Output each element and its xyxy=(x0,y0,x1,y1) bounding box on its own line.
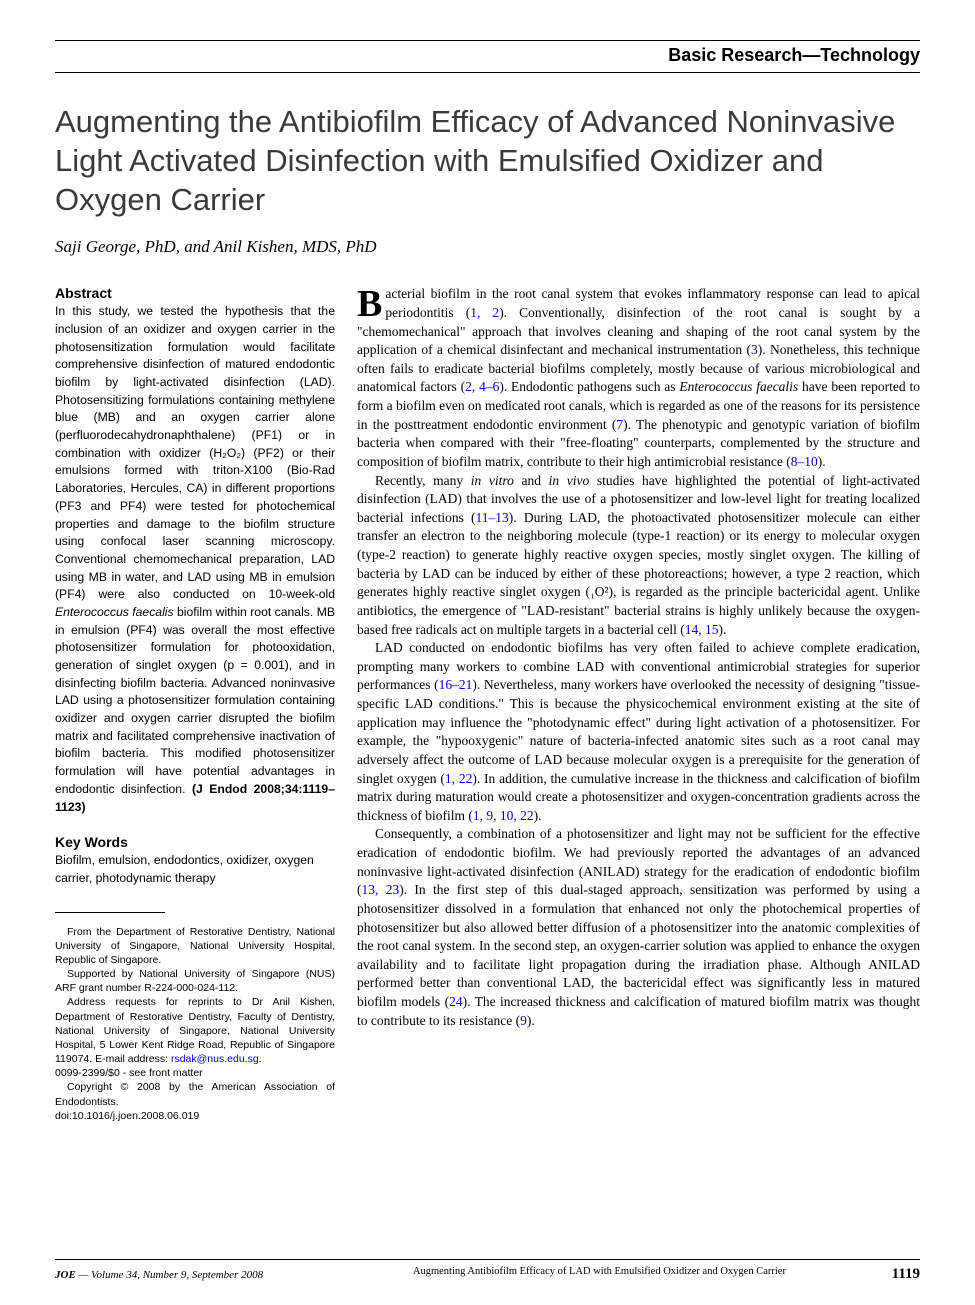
body-paragraph-4: Consequently, a combination of a photose… xyxy=(357,825,920,1030)
left-column: Abstract In this study, we tested the hy… xyxy=(55,285,335,1123)
page-footer: JOE — Volume 34, Number 9, September 200… xyxy=(55,1259,920,1283)
article-title: Augmenting the Antibiofilm Efficacy of A… xyxy=(55,103,920,219)
footer-page-number: 1119 xyxy=(892,1266,920,1283)
right-column: Bacterial biofilm in the root canal syst… xyxy=(357,285,920,1123)
footer-running-title: Augmenting Antibiofilm Efficacy of LAD w… xyxy=(413,1266,786,1277)
two-column-layout: Abstract In this study, we tested the hy… xyxy=(55,285,920,1123)
footnote-email-link[interactable]: rsdak@nus.edu.sg xyxy=(171,1053,259,1065)
footer-journal-abbrev: JOE xyxy=(55,1269,76,1281)
footnote-support: Supported by National University of Sing… xyxy=(55,967,335,995)
dropcap: B xyxy=(357,285,385,320)
footnote-issn: 0099-2399/$0 - see front matter xyxy=(55,1066,335,1080)
footnote-doi: doi:10.1016/j.joen.2008.06.019 xyxy=(55,1109,335,1123)
footer-journal-info: JOE — Volume 34, Number 9, September 200… xyxy=(55,1269,263,1281)
keywords-heading: Key Words xyxy=(55,834,335,850)
body-paragraph-2: Recently, many in vitro and in vivo stud… xyxy=(357,472,920,640)
body-paragraph-1: Bacterial biofilm in the root canal syst… xyxy=(357,285,920,471)
footnote-copyright: Copyright © 2008 by the American Associa… xyxy=(55,1080,335,1108)
top-rule xyxy=(55,40,920,41)
abstract-body: In this study, we tested the hypothesis … xyxy=(55,303,335,816)
abstract-heading: Abstract xyxy=(55,285,335,301)
body-paragraph-3: LAD conducted on endodontic biofilms has… xyxy=(357,639,920,825)
body-p1-text: acterial biofilm in the root canal syste… xyxy=(357,286,920,469)
authors: Saji George, PhD, and Anil Kishen, MDS, … xyxy=(55,237,920,257)
footnote-affiliation: From the Department of Restorative Denti… xyxy=(55,925,335,968)
keywords-body: Biofilm, emulsion, endodontics, oxidizer… xyxy=(55,852,335,887)
footnote-reprints: Address requests for reprints to Dr Anil… xyxy=(55,995,335,1066)
section-header: Basic Research—Technology xyxy=(55,45,920,73)
footer-issue: — Volume 34, Number 9, September 2008 xyxy=(76,1269,263,1281)
footnote-divider xyxy=(55,912,165,913)
